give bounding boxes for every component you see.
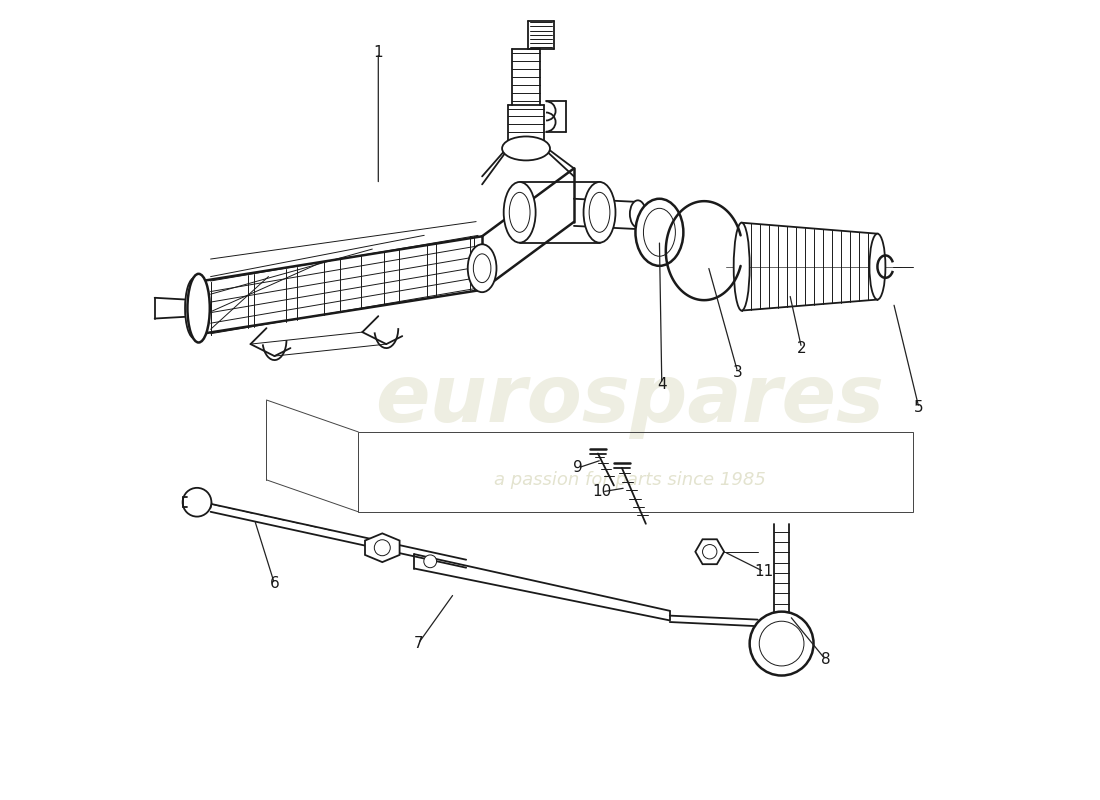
Text: 1: 1 <box>374 45 383 60</box>
Ellipse shape <box>583 182 616 242</box>
Circle shape <box>374 540 390 556</box>
Ellipse shape <box>183 488 211 517</box>
Text: a passion for parts since 1985: a passion for parts since 1985 <box>494 471 766 489</box>
Ellipse shape <box>734 222 750 310</box>
Text: 4: 4 <box>657 377 667 391</box>
Text: 2: 2 <box>796 341 806 355</box>
Text: 10: 10 <box>592 484 612 499</box>
Ellipse shape <box>468 244 496 292</box>
Ellipse shape <box>187 274 210 342</box>
Text: 7: 7 <box>414 636 424 651</box>
Ellipse shape <box>644 208 675 256</box>
Ellipse shape <box>190 290 204 326</box>
Ellipse shape <box>590 192 609 232</box>
Text: 3: 3 <box>733 365 742 379</box>
Ellipse shape <box>869 234 886 299</box>
Ellipse shape <box>636 198 683 266</box>
Ellipse shape <box>759 622 804 666</box>
Text: 5: 5 <box>914 401 924 415</box>
Text: 11: 11 <box>755 564 773 579</box>
Ellipse shape <box>630 200 646 227</box>
Ellipse shape <box>185 278 205 338</box>
Ellipse shape <box>424 555 437 568</box>
Ellipse shape <box>504 182 536 242</box>
Ellipse shape <box>509 192 530 232</box>
Polygon shape <box>365 534 399 562</box>
Text: 6: 6 <box>270 576 279 591</box>
Ellipse shape <box>502 137 550 161</box>
Ellipse shape <box>473 254 491 282</box>
Polygon shape <box>695 539 724 564</box>
Text: 8: 8 <box>821 652 830 667</box>
Text: 9: 9 <box>573 460 583 475</box>
Text: eurospares: eurospares <box>375 361 884 439</box>
Circle shape <box>703 545 717 559</box>
Ellipse shape <box>750 612 814 675</box>
